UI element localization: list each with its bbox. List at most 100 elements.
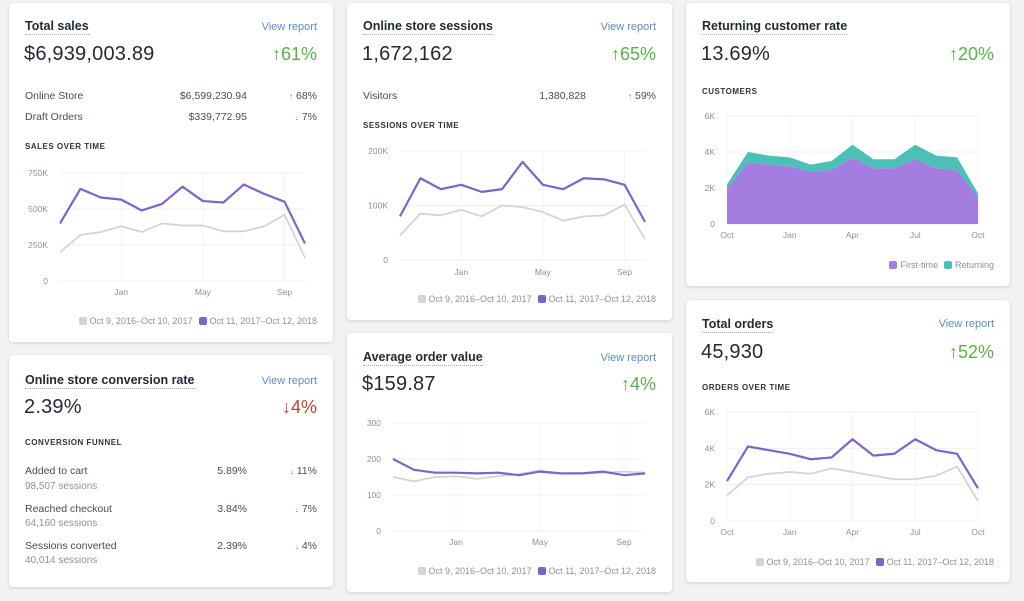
x-tick-label: Jan: [454, 267, 468, 277]
funnel-row: Sessions converted 2.39% ↓ 4%: [25, 540, 317, 554]
average-order-value-card: Average order value View report $159.87 …: [347, 333, 672, 592]
row-label: Added to cart: [25, 465, 88, 477]
arrow-down-icon: ↓: [294, 505, 299, 514]
aov-value: $159.87: [362, 373, 436, 395]
x-tick-label: Jan: [449, 537, 463, 547]
arrow-up-icon: ↑: [948, 342, 958, 362]
change-badge: ↓4%: [281, 397, 317, 417]
view-report-link[interactable]: View report: [261, 375, 317, 387]
x-tick-label: Jan: [783, 527, 797, 537]
legend-swatch: [417, 567, 426, 575]
row-label: Draft Orders: [25, 111, 83, 123]
y-tick-label: 0: [710, 219, 715, 229]
funnel-row: Added to cart 5.89% ↓ 11%: [25, 465, 317, 479]
x-tick-label: Jan: [114, 287, 128, 297]
x-tick-label: Sep: [617, 267, 632, 277]
card-title[interactable]: Total sales: [25, 19, 89, 35]
y-tick-label: 500K: [28, 204, 48, 214]
y-tick-label: 0: [43, 276, 48, 286]
row-label: Reached checkout: [25, 503, 112, 515]
section-label: SESSIONS OVER TIME: [363, 121, 460, 130]
breakdown-row: Draft Orders $339,772.95 ↓ 7%: [25, 111, 317, 125]
x-tick-label: Oct: [720, 527, 734, 537]
legend-label: Oct 9, 2016–Oct 10, 2017: [428, 294, 532, 304]
y-tick-label: 0: [710, 516, 715, 526]
x-tick-label: May: [195, 287, 212, 297]
row-label: Online Store: [25, 90, 84, 102]
arrow-up-icon: ↑: [627, 92, 632, 101]
total-orders-card: Total orders View report 45,930 ↑52% ORD…: [686, 300, 1010, 582]
area-returning: [727, 144, 978, 197]
card-title[interactable]: Total orders: [702, 317, 774, 333]
row-change: 4%: [301, 540, 317, 552]
sessions-value: 1,672,162: [362, 43, 453, 65]
total-orders-value: 45,930: [701, 341, 764, 363]
legend-swatch: [755, 558, 764, 566]
x-tick-label: Apr: [846, 230, 859, 240]
legend-label: Oct 11, 2017–Oct 12, 2018: [886, 557, 994, 567]
card-title[interactable]: Online store conversion rate: [25, 373, 195, 389]
card-title[interactable]: Average order value: [363, 350, 483, 366]
x-tick-label: Jul: [910, 230, 921, 240]
row-sessions: 40,014 sessions: [25, 555, 98, 566]
legend-swatch: [943, 261, 952, 269]
series-line-current: [59, 183, 306, 245]
area-first-time: [727, 157, 978, 224]
x-tick-label: Oct: [971, 527, 985, 537]
legend-label: Oct 11, 2017–Oct 12, 2018: [209, 316, 317, 326]
total-sales-card: Total sales View report $6,939,003.89 ↑6…: [9, 3, 333, 342]
view-report-link[interactable]: View report: [600, 352, 656, 364]
arrow-down-icon: ↓: [294, 542, 299, 551]
conversion-rate-card: Online store conversion rate View report…: [9, 355, 333, 587]
row-label: Sessions converted: [25, 540, 117, 552]
change-badge: ↑52%: [948, 342, 994, 362]
card-title[interactable]: Returning customer rate: [702, 19, 848, 35]
row-value: 5.89%: [217, 465, 247, 477]
y-tick-label: 2K: [705, 480, 716, 490]
legend-label: Oct 11, 2017–Oct 12, 2018: [548, 294, 656, 304]
view-report-link[interactable]: View report: [600, 21, 656, 33]
chart-legend: Oct 9, 2016–Oct 10, 2017 Oct 11, 2017–Oct…: [755, 557, 994, 567]
y-tick-label: 100K: [368, 201, 388, 211]
legend-swatch: [537, 567, 546, 575]
change-badge: ↑4%: [620, 374, 656, 394]
legend-label: Returning: [954, 260, 994, 270]
y-tick-label: 4K: [705, 147, 716, 157]
view-report-link[interactable]: View report: [938, 318, 994, 330]
conversion-rate-value: 2.39%: [24, 396, 82, 418]
section-label: CUSTOMERS: [702, 87, 758, 96]
card-title[interactable]: Online store sessions: [363, 19, 493, 35]
series-line-previous: [726, 465, 979, 502]
customers-chart: 0 2K 4K 6K Oct Jan Apr Jul Oct: [705, 111, 986, 240]
legend-swatch: [875, 558, 884, 566]
y-tick-label: 200: [367, 454, 381, 464]
aov-chart: 0 100 200 300 Jan May Sep: [367, 418, 646, 547]
section-label: CONVERSION FUNNEL: [25, 438, 122, 447]
row-change: 7%: [301, 111, 317, 123]
legend-label: Oct 9, 2016–Oct 10, 2017: [428, 566, 532, 576]
legend-label: Oct 11, 2017–Oct 12, 2018: [548, 566, 656, 576]
series-line-current: [399, 160, 646, 223]
row-change: 59%: [634, 90, 656, 102]
row-label: Visitors: [363, 90, 398, 102]
arrow-down-icon: ↓: [281, 397, 291, 417]
y-tick-label: 0: [376, 526, 381, 536]
row-change: 7%: [301, 503, 317, 515]
y-tick-label: 0: [383, 255, 388, 265]
row-sessions: 98,507 sessions: [25, 481, 98, 492]
breakdown-row: Online Store $6,599,230.94 ↑ 68%: [25, 90, 317, 104]
change-badge: ↑20%: [948, 44, 994, 64]
arrow-up-icon: ↑: [271, 44, 281, 64]
chart-legend: First-time Returning: [889, 260, 994, 270]
total-sales-value: $6,939,003.89: [24, 43, 155, 65]
orders-over-time-chart: 0 2K 4K 6K Oct Jan Apr Jul Oct: [705, 407, 986, 537]
view-report-link[interactable]: View report: [261, 21, 317, 33]
series-line-previous: [59, 213, 306, 259]
y-tick-label: 6K: [705, 111, 716, 121]
returning-rate-value: 13.69%: [701, 43, 771, 65]
row-value: $6,599,230.94: [179, 90, 247, 102]
legend-swatch: [417, 295, 426, 303]
chart-legend: Oct 9, 2016–Oct 10, 2017 Oct 11, 2017–Oct…: [417, 566, 656, 576]
arrow-down-icon: ↓: [294, 113, 299, 122]
y-tick-label: 6K: [705, 407, 716, 417]
